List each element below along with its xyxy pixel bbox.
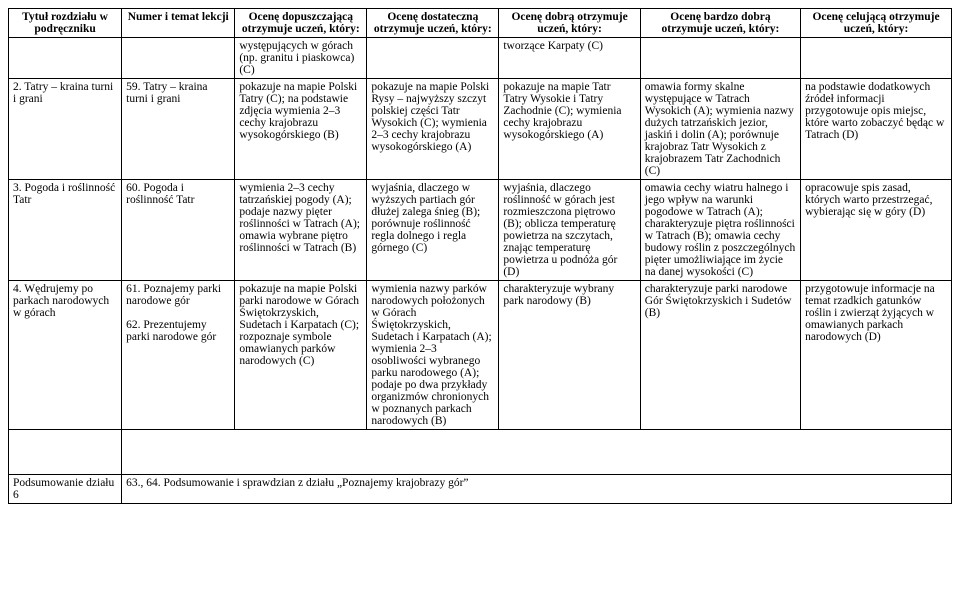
cell-pass: pokazuje na mapie Polski parki narodowe …	[235, 281, 367, 430]
cell-lesson: 60. Pogoda i roślinność Tatr	[122, 180, 235, 281]
cell-pass: pokazuje na mapie Polski Tatry (C); na p…	[235, 79, 367, 180]
cell-exc: na podstawie dodatkowych źródeł informac…	[801, 79, 952, 180]
cell-sat	[367, 38, 499, 79]
curriculum-table: Tytuł rozdziału w podręczniku Numer i te…	[8, 8, 952, 504]
cell-title	[9, 38, 122, 79]
header-grade-vgood: Ocenę bardzo dobrą otrzymuje uczeń, któr…	[640, 9, 800, 38]
table-row: 2. Tatry – kraina turni i grani 59. Tatr…	[9, 79, 952, 180]
header-grade-exc: Ocenę celującą otrzymuje uczeń, który:	[801, 9, 952, 38]
header-grade-pass: Ocenę dopuszczającą otrzymuje uczeń, któ…	[235, 9, 367, 38]
cell-lesson	[122, 38, 235, 79]
header-grade-good: Ocenę dobrą otrzymuje uczeń, który:	[499, 9, 640, 38]
spacer-row	[9, 430, 952, 475]
cell-pass: występujących w górach (np. granitu i pi…	[235, 38, 367, 79]
cell-good: charakteryzuje wybrany park narodowy (B)	[499, 281, 640, 430]
footer-row: Podsumowanie działu 6 63., 64. Podsumowa…	[9, 475, 952, 504]
cell-lesson: 59. Tatry – kraina turni i grani	[122, 79, 235, 180]
cell-good: pokazuje na mapie Tatr Tatry Wysokie i T…	[499, 79, 640, 180]
header-lesson: Numer i temat lekcji	[122, 9, 235, 38]
cell-title: 4. Wędrujemy po parkach narodowych w gór…	[9, 281, 122, 430]
cell-lesson: 61. Poznajemy parki narodowe gór 62. Pre…	[122, 281, 235, 430]
table-row: 4. Wędrujemy po parkach narodowych w gór…	[9, 281, 952, 430]
cell-title: 2. Tatry – kraina turni i grani	[9, 79, 122, 180]
cell-good: wyjaśnia, dlaczego roślinność w górach j…	[499, 180, 640, 281]
table-row: 3. Pogoda i roślinność Tatr 60. Pogoda i…	[9, 180, 952, 281]
cell-sat: wyjaśnia, dlaczego w wyższych partiach g…	[367, 180, 499, 281]
footer-title: Podsumowanie działu 6	[9, 475, 122, 504]
cell-exc	[801, 38, 952, 79]
cell-vgood	[640, 38, 800, 79]
footer-text: 63., 64. Podsumowanie i sprawdzian z dzi…	[122, 475, 952, 504]
cell-vgood: omawia cechy wiatru halnego i jego wpływ…	[640, 180, 800, 281]
cell-sat: wymienia nazwy parków narodowych położon…	[367, 281, 499, 430]
cell-vgood: charakteryzuje parki narodowe Gór Święto…	[640, 281, 800, 430]
cell-exc: opracowuje spis zasad, których warto prz…	[801, 180, 952, 281]
cell-exc: przygotowuje informacje na temat rzadkic…	[801, 281, 952, 430]
cell-good: tworzące Karpaty (C)	[499, 38, 640, 79]
header-grade-sat: Ocenę dostateczną otrzymuje uczeń, który…	[367, 9, 499, 38]
table-row: występujących w górach (np. granitu i pi…	[9, 38, 952, 79]
cell-title: 3. Pogoda i roślinność Tatr	[9, 180, 122, 281]
cell-vgood: omawia formy skalne występujące w Tatrac…	[640, 79, 800, 180]
cell-sat: pokazuje na mapie Polski Rysy – najwyższ…	[367, 79, 499, 180]
cell-pass: wymienia 2–3 cechy tatrzańskiej pogody (…	[235, 180, 367, 281]
header-title: Tytuł rozdziału w podręczniku	[9, 9, 122, 38]
header-row: Tytuł rozdziału w podręczniku Numer i te…	[9, 9, 952, 38]
